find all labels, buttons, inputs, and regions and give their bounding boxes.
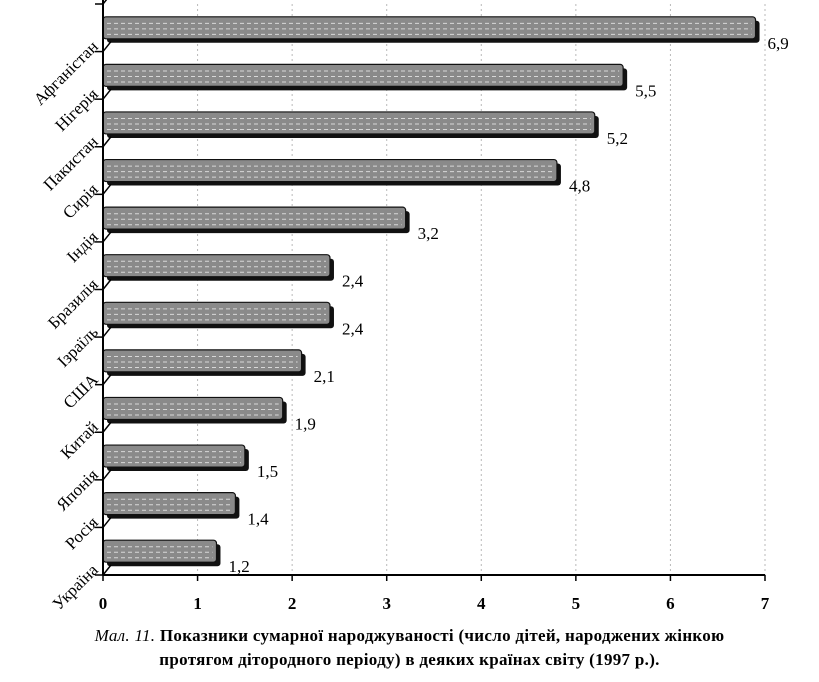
category-label: Ізраїль [53,322,102,371]
axes [95,0,766,581]
y-tick-slash [102,88,112,100]
y-tick-slash [102,326,112,338]
bar-body [102,539,218,563]
bar-body [102,206,407,230]
x-tick-label: 3 [382,594,391,613]
y-tick-slash [102,279,112,290]
bar [102,254,334,281]
bar-value-label: 2,4 [342,319,364,338]
x-tick-label: 1 [193,594,202,613]
bar-body [102,158,558,183]
caption-text-1: Показники сумарної народжуваності (число… [159,626,725,645]
bar-body [102,492,236,516]
y-tick-slash [102,136,112,148]
grid [197,4,766,575]
x-tick-label: 6 [666,594,675,613]
bar-body [102,16,757,40]
y-tick-slash [102,183,112,195]
category-label: Індія [63,227,102,266]
bar [102,16,760,43]
y-tick-slash [102,0,108,5]
bar [102,63,628,91]
y-tick-slash [102,469,112,481]
bar-value-label: 1,4 [247,510,269,529]
x-tick-label: 4 [477,594,486,613]
category-label: Японія [53,465,102,514]
bars [102,16,760,567]
bar [102,301,334,329]
bar-value-label: 1,9 [295,414,316,433]
bar-value-label: 3,2 [418,224,439,243]
x-tick-label: 0 [99,594,108,613]
bar-value-label: 4,8 [569,177,590,196]
y-tick-slash [102,421,112,433]
y-tick-slash [102,516,112,528]
figure-number: Мал. 11. [94,626,156,645]
category-label: Китай [57,418,102,463]
bar [102,396,287,424]
bar [102,158,561,186]
x-tick-label: 7 [761,594,770,613]
caption-line-2: протягом дітородного періоду) в деяких к… [159,650,660,669]
x-tick-label: 5 [572,594,581,613]
bar [102,444,249,472]
y-tick-slash [102,231,112,243]
bar-body [102,111,596,135]
bar-value-label: 2,4 [342,272,364,291]
bar-value-label: 2,1 [314,367,335,386]
y-tick-slash [102,374,112,386]
bar-value-label: 1,5 [257,462,278,481]
category-label: Україна [49,560,103,614]
bar-value-label: 5,5 [635,81,656,100]
bar-value-label: 5,2 [607,129,628,148]
y-tick-slash [102,564,112,576]
bar-body [102,254,331,278]
figure-caption: Мал. 11. Показники сумарної народжуванос… [0,624,819,672]
category-label: США [60,370,103,413]
category-label: Сирія [59,180,102,223]
bar-body [102,349,303,373]
bar-value-label: 6,9 [768,34,789,53]
x-tick-label: 2 [288,594,297,613]
bar-body [102,444,246,468]
bar-body [102,396,284,421]
y-tick-slash [102,41,112,53]
bar [102,111,599,138]
bar [102,539,221,567]
bar-value-label: 1,2 [228,557,249,576]
bar [102,349,306,376]
bar [102,492,240,519]
category-label: Росія [61,513,101,553]
bar-body [102,63,624,87]
category-label: Бразилія [44,275,102,333]
bar [102,206,410,234]
caption-line-1: Мал. 11. Показники сумарної народжуванос… [0,624,819,648]
bar-body [102,301,331,325]
